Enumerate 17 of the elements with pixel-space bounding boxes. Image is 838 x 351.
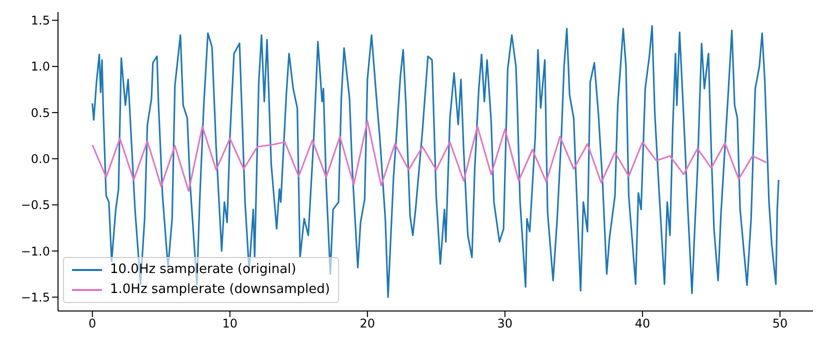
legend-label: 10.0Hz samplerate (original) — [110, 261, 296, 279]
x-tick-label: 50 — [772, 316, 788, 331]
y-tick-label: 1.0 — [30, 60, 50, 74]
legend-label: 1.0Hz samplerate (downsampled) — [110, 281, 330, 299]
y-tick-label: 0.5 — [30, 106, 50, 120]
y-tick-label: −1.5 — [20, 290, 50, 304]
y-tick-label: −0.5 — [20, 198, 50, 212]
x-tick-label: 30 — [497, 316, 513, 331]
y-tick-label: −1.0 — [20, 244, 50, 258]
y-tick-label: 0.0 — [30, 152, 50, 166]
line-series — [92, 25, 780, 298]
y-tick-label: 1.5 — [30, 14, 50, 28]
x-tick-label: 40 — [634, 316, 650, 331]
x-tick-label: 10 — [222, 316, 238, 331]
x-tick-label: 20 — [360, 316, 376, 331]
x-tick-label: 0 — [88, 316, 96, 331]
line-series — [92, 120, 768, 192]
